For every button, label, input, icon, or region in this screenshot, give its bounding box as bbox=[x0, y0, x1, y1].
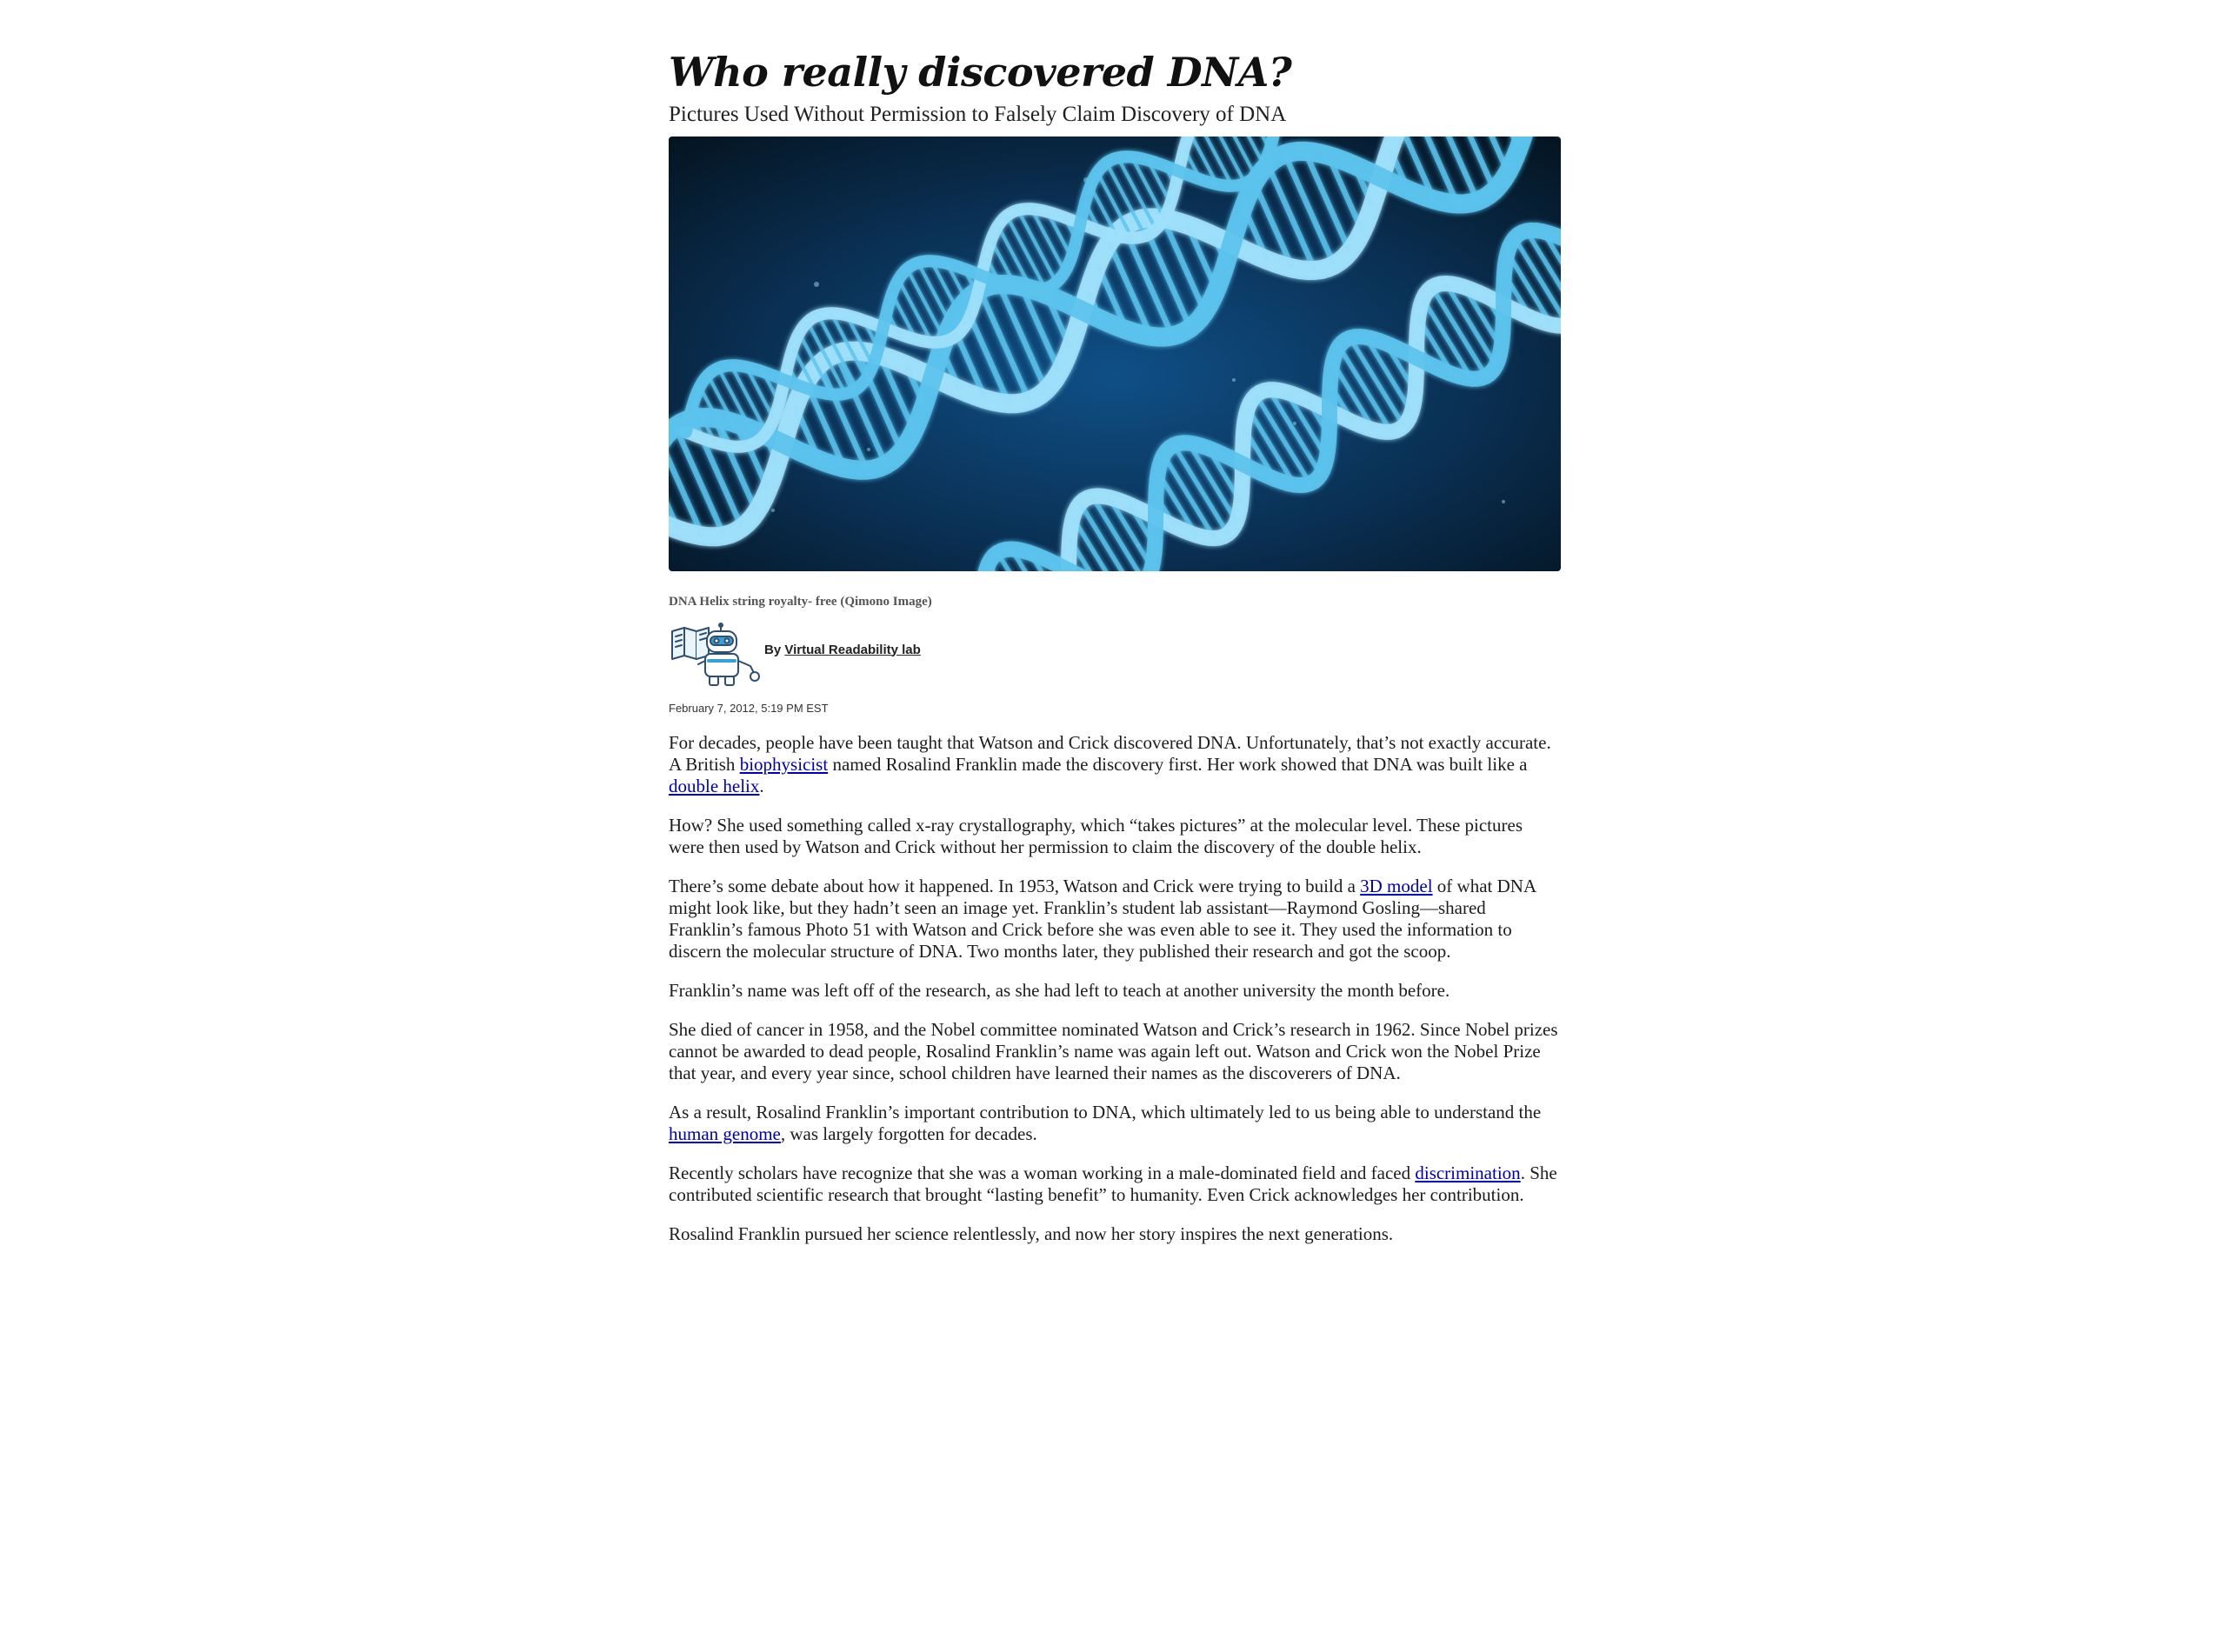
author-link[interactable]: Virtual Readability lab bbox=[784, 643, 920, 657]
3d-model-link[interactable]: 3D model bbox=[1360, 876, 1432, 896]
paragraph: For decades, people have been taught tha… bbox=[669, 732, 1561, 797]
double-helix-link[interactable]: double helix bbox=[669, 776, 759, 796]
image-caption: DNA Helix string royalty- free (Qimono I… bbox=[669, 593, 1561, 610]
byline-prefix: By bbox=[764, 643, 781, 657]
byline: By Virtual Readability lab bbox=[669, 621, 1561, 690]
paragraph: Rosalind Franklin pursued her science re… bbox=[669, 1223, 1561, 1245]
byline-text: By Virtual Readability lab bbox=[764, 643, 921, 657]
discrimination-link[interactable]: discrimination bbox=[1415, 1162, 1520, 1183]
paragraph-text: Recently scholars have recognize that sh… bbox=[669, 1162, 1415, 1183]
paragraph: There’s some debate about how it happene… bbox=[669, 876, 1561, 963]
paragraph-text: , was largely forgotten for decades. bbox=[781, 1123, 1037, 1144]
paragraph-text: named Rosalind Franklin made the discove… bbox=[828, 754, 1527, 775]
paragraph: She died of cancer in 1958, and the Nobe… bbox=[669, 1019, 1561, 1084]
headline: Who really discovered DNA? bbox=[669, 45, 1561, 99]
paragraph-text: . bbox=[759, 776, 763, 796]
paragraph-text: As a result, Rosalind Franklin’s importa… bbox=[669, 1102, 1541, 1122]
paragraph: Recently scholars have recognize that sh… bbox=[669, 1162, 1561, 1206]
article: Who really discovered DNA? Pictures Used… bbox=[669, 45, 1561, 1262]
biophysicist-link[interactable]: biophysicist bbox=[740, 754, 829, 775]
paragraph: Franklin’s name was left off of the rese… bbox=[669, 980, 1561, 1002]
paragraph: How? She used something called x-ray cry… bbox=[669, 815, 1561, 858]
paragraph: As a result, Rosalind Franklin’s importa… bbox=[669, 1102, 1561, 1145]
subheadline: Pictures Used Without Permission to Fals… bbox=[669, 101, 1561, 129]
human-genome-link[interactable]: human genome bbox=[669, 1123, 781, 1144]
robot-reading-book-icon bbox=[669, 623, 763, 689]
paragraph-text: There’s some debate about how it happene… bbox=[669, 876, 1360, 896]
publish-date: February 7, 2012, 5:19 PM EST bbox=[669, 701, 1561, 716]
article-body: For decades, people have been taught tha… bbox=[669, 732, 1561, 1245]
dna-helix-image bbox=[669, 137, 1561, 571]
